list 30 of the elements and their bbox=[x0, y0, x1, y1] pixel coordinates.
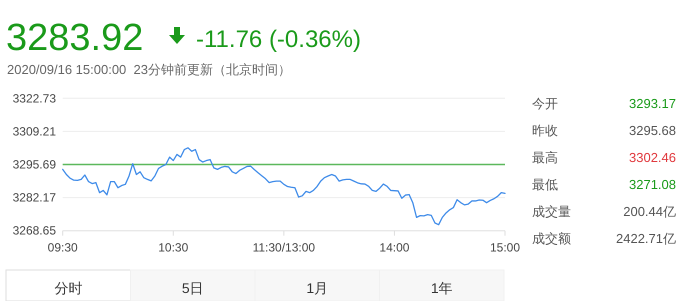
text: 3283.92 bbox=[6, 17, 144, 59]
y-tick-label: 3322.73 bbox=[12, 91, 56, 106]
x-tick-label: 10:30 bbox=[158, 240, 189, 255]
text: -11.76 (-0.36%) bbox=[196, 26, 361, 53]
text: 3293.17 bbox=[629, 96, 676, 111]
y-tick-label: 3268.65 bbox=[12, 224, 56, 238]
x-tick-label: 11:30/13:00 bbox=[252, 240, 316, 255]
text: 成交量 bbox=[532, 204, 571, 219]
text: 5日 bbox=[182, 280, 204, 296]
text: 成交额 bbox=[532, 231, 571, 246]
text: 2020/09/16 15:00:00 23分钟前更新（北京时间） bbox=[7, 62, 291, 77]
x-tick-label: 15:00 bbox=[490, 240, 520, 255]
text: 3271.08 bbox=[629, 177, 676, 192]
y-tick-label: 3309.21 bbox=[12, 124, 56, 138]
line-series bbox=[62, 147, 506, 226]
y-tick-label: 3282.17 bbox=[12, 190, 56, 205]
text: 1年 bbox=[430, 280, 453, 296]
text: 3295.68 bbox=[629, 123, 676, 138]
x-tick-label: 09:30 bbox=[48, 240, 78, 255]
text: 分时 bbox=[54, 280, 82, 296]
text: 1月 bbox=[306, 280, 328, 296]
y-tick-label: 3295.69 bbox=[12, 158, 56, 172]
text: 2422.71亿 bbox=[616, 231, 676, 246]
text: 最高 bbox=[532, 150, 558, 165]
text: 3302.46 bbox=[629, 150, 676, 165]
text: 昨收 bbox=[532, 123, 558, 138]
text: 最低 bbox=[532, 177, 558, 192]
text: 200.44亿 bbox=[623, 204, 676, 219]
x-tick-label: 14:00 bbox=[379, 240, 410, 255]
text: 今开 bbox=[532, 96, 558, 111]
